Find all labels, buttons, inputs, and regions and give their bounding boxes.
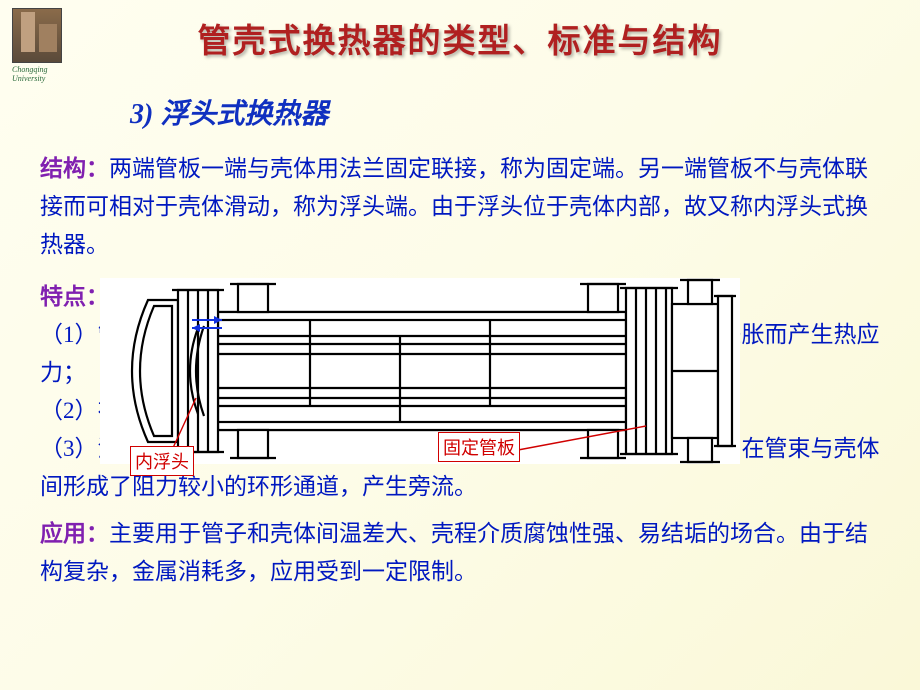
university-logo: Chongqing University <box>12 8 72 78</box>
application-text: 主要用于管子和壳体间温差大、壳程介质腐蚀性强、易结垢的场合。由于结构复杂，金属消… <box>40 521 868 584</box>
page-title: 管壳式换热器的类型、标准与结构 <box>0 0 920 62</box>
structure-label: 结构： <box>40 156 109 181</box>
section-heading: 3) 浮头式换热器 <box>130 92 920 132</box>
logo-text: Chongqing University <box>12 65 72 83</box>
logo-image <box>12 8 62 63</box>
feature-1-num: （1） <box>40 322 98 347</box>
callout-fixed-tubesheet: 固定管板 <box>438 432 520 462</box>
heat-exchanger-diagram <box>100 278 740 464</box>
feature-2-num: （2） <box>40 398 98 423</box>
callout-floating-head: 内浮头 <box>130 446 194 476</box>
structure-text: 两端管板一端与壳体用法兰固定联接，称为固定端。另一端管板不与壳体联接而可相对于壳… <box>40 156 868 257</box>
structure-paragraph: 结构：两端管板一端与壳体用法兰固定联接，称为固定端。另一端管板不与壳体联接而可相… <box>40 150 880 264</box>
feature-3-num: （3） <box>40 436 98 461</box>
diagram-svg <box>100 278 740 464</box>
application-label: 应用： <box>40 521 109 546</box>
application-paragraph: 应用：主要用于管子和壳体间温差大、壳程介质腐蚀性强、易结垢的场合。由于结构复杂，… <box>40 515 880 591</box>
